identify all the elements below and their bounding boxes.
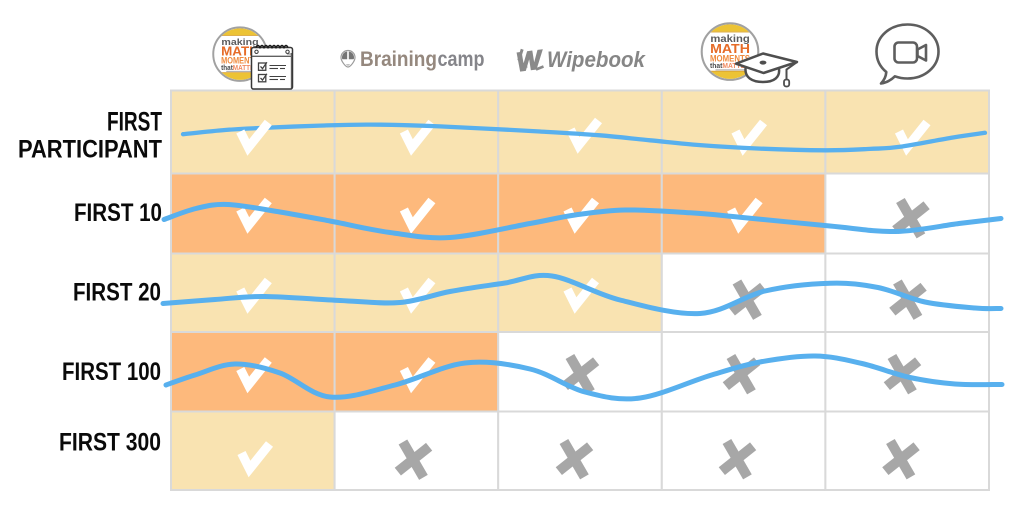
svg-text:Wipebook: Wipebook (547, 47, 647, 72)
svg-text:FIRST 300: FIRST 300 (59, 429, 161, 457)
svg-text:FIRST 20: FIRST 20 (73, 279, 161, 307)
svg-text:Braining: Braining (360, 47, 437, 71)
svg-text:FIRST: FIRST (107, 107, 162, 137)
svg-text:PARTICIPANT: PARTICIPANT (18, 136, 162, 164)
svg-text:FIRST 100: FIRST 100 (62, 358, 161, 386)
svg-text:camp: camp (438, 47, 485, 71)
svg-text:FIRST 10: FIRST 10 (74, 199, 162, 227)
